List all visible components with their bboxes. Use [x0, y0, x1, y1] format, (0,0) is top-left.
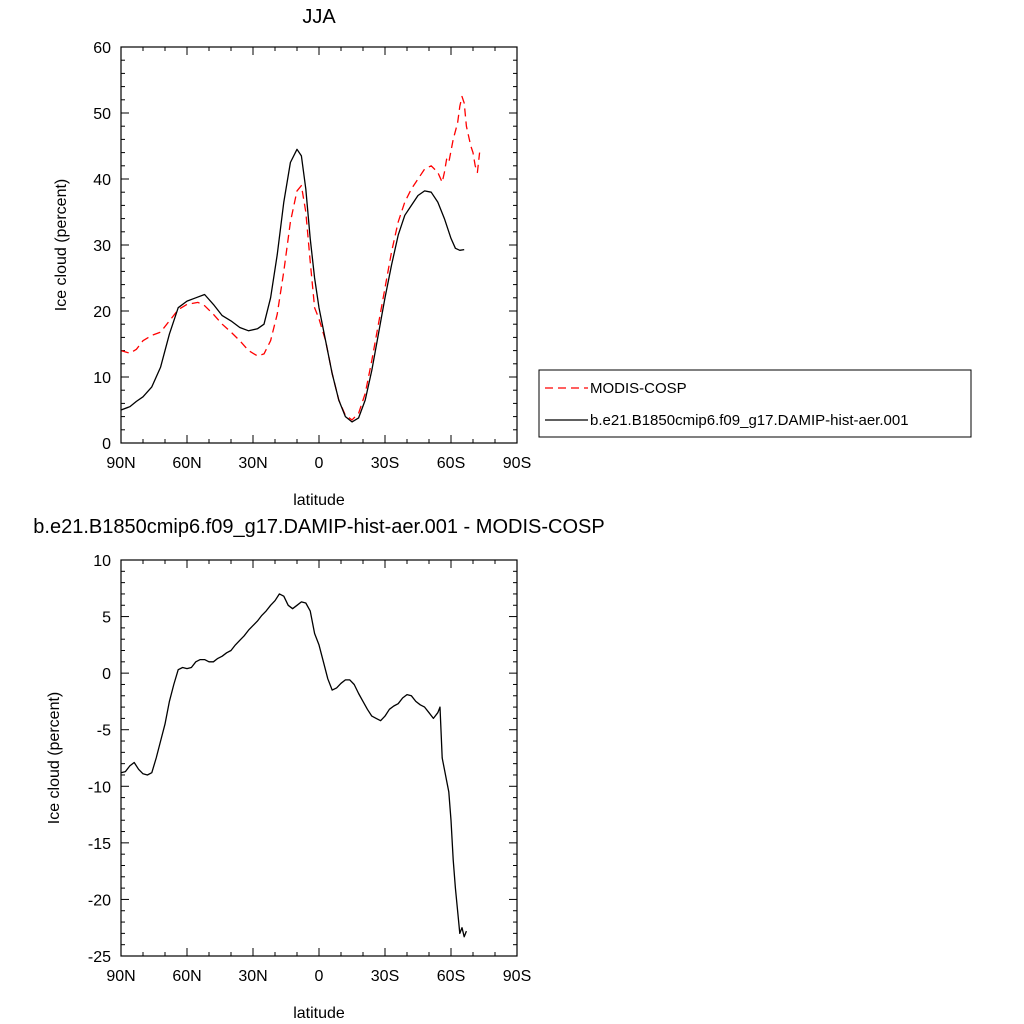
top-x-tick-label: 60S — [437, 455, 465, 472]
top-series-line-model — [120, 148, 465, 423]
top-y-axis-label: Ice cloud (percent) — [53, 179, 70, 312]
top-series-layer — [120, 95, 481, 423]
top-x-tick-label: 30S — [371, 455, 399, 472]
bottom-x-tick-label: 90S — [503, 968, 531, 985]
top-y-tick-label: 40 — [93, 172, 111, 189]
top-x-tick-label: 90S — [503, 455, 531, 472]
top-y-tick-label: 60 — [93, 40, 111, 57]
bottom-plot-frame — [120, 559, 518, 957]
top-series-line-modis-cosp — [120, 95, 481, 421]
top-x-tick-label: 0 — [315, 455, 324, 472]
top-y-tick-label: 30 — [93, 238, 111, 255]
top-y-tick-label: 50 — [93, 106, 111, 123]
bottom-y-tick-label: -5 — [97, 723, 111, 740]
bottom-x-tick-label: 30S — [371, 968, 399, 985]
bottom-x-tick-label: 30N — [238, 968, 267, 985]
bottom-y-tick-label: -25 — [88, 949, 111, 966]
bottom-x-tick-label: 60S — [437, 968, 465, 985]
bottom-y-tick-label: -20 — [88, 892, 111, 909]
top-plot-frame — [120, 46, 518, 444]
bottom-x-tick-labels: 90N 60N 30N 0 30S 60S 90S — [106, 968, 531, 985]
legend-box — [538, 369, 972, 438]
bottom-y-tick-labels: -25 -20 -15 -10 -5 0 5 10 — [88, 553, 111, 966]
bottom-series-line-difference — [120, 593, 468, 938]
bottom-series-layer — [120, 593, 468, 938]
top-y-tick-labels: 0 10 20 30 40 50 60 — [93, 40, 111, 453]
bottom-y-tick-label: 0 — [102, 666, 111, 683]
bottom-x-axis-label: latitude — [293, 1005, 345, 1022]
bottom-x-tick-label: 60N — [172, 968, 201, 985]
top-y-tick-label: 0 — [102, 436, 111, 453]
bottom-panel: b.e21.B1850cmip6.f09_g17.DAMIP-hist-aer.… — [33, 516, 604, 1022]
legend-model-label: b.e21.B1850cmip6.f09_g17.DAMIP-hist-aer.… — [590, 412, 909, 429]
bottom-y-tick-label: -15 — [88, 836, 111, 853]
top-chart-title: JJA — [302, 6, 336, 28]
bottom-y-tick-label: -10 — [88, 779, 111, 796]
legend: MODIS-COSP b.e21.B1850cmip6.f09_g17.DAMI… — [538, 369, 972, 438]
bottom-chart-title: b.e21.B1850cmip6.f09_g17.DAMIP-hist-aer.… — [33, 516, 604, 538]
top-x-tick-labels: 90N 60N 30N 0 30S 60S 90S — [106, 455, 531, 472]
top-x-tick-label: 30N — [238, 455, 267, 472]
top-y-tick-label: 20 — [93, 304, 111, 321]
top-panel: JJA 0 10 20 30 40 50 60 90N 60N 30N 0 30S 60S 90S la… — [53, 6, 531, 509]
bottom-y-tick-label: 10 — [93, 553, 111, 570]
top-y-tick-label: 10 — [93, 370, 111, 387]
bottom-y-axis-label: Ice cloud (percent) — [46, 692, 63, 825]
bottom-x-tick-label: 90N — [106, 968, 135, 985]
bottom-x-tick-label: 0 — [315, 968, 324, 985]
legend-modis-label: MODIS-COSP — [590, 380, 687, 397]
top-x-tick-label: 90N — [106, 455, 135, 472]
bottom-y-tick-label: 5 — [102, 610, 111, 627]
top-x-tick-label: 60N — [172, 455, 201, 472]
bottom-axis-ticks — [120, 559, 518, 957]
top-axis-ticks — [120, 46, 518, 444]
top-x-axis-label: latitude — [293, 492, 345, 509]
